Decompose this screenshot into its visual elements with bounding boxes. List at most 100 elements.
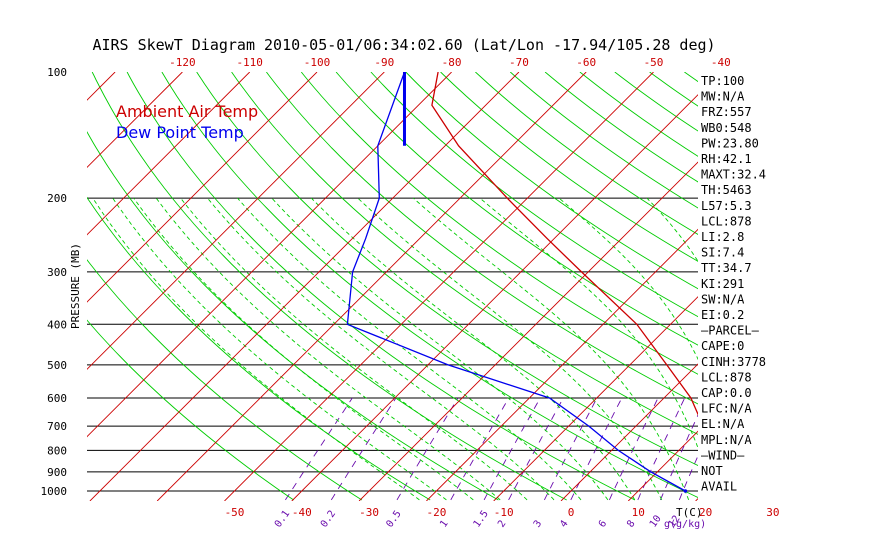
dry-adiabat-line — [544, 72, 698, 183]
index-item: EL:N/A — [701, 417, 745, 431]
dry-adiabat-line — [87, 131, 499, 501]
top-temp-tick-label: -50 — [644, 56, 664, 69]
pressure-tick-label: 500 — [47, 359, 67, 372]
mixing-ratio-line — [570, 397, 623, 501]
top-temp-tick-label: -90 — [374, 56, 394, 69]
pressure-tick-label: 100 — [47, 66, 67, 79]
moist-adiabat-line — [112, 197, 447, 501]
pressure-tick-label: 600 — [47, 392, 67, 405]
bottom-temp-tick-label: -10 — [494, 506, 514, 519]
isotherm-line — [156, 72, 587, 501]
dry-adiabat-line — [231, 72, 698, 435]
top-temp-tick-label: -80 — [442, 56, 462, 69]
bottom-temp-tick-label: 0 — [568, 506, 575, 519]
index-item: EI:0.2 — [701, 308, 744, 322]
moist-adiabat-line — [207, 197, 555, 501]
pressure-tick-label: 1000 — [41, 485, 68, 498]
index-item: —WIND— — [701, 448, 745, 462]
bottom-temp-tick-label: 20 — [699, 506, 712, 519]
index-item: WB0:548 — [701, 121, 752, 135]
pressure-tick-label: 700 — [47, 420, 67, 433]
mixing-ratio-line — [543, 397, 598, 501]
moist-adiabat-line — [155, 197, 501, 501]
dry-adiabat-line — [87, 319, 294, 501]
temperature-trace — [431, 72, 698, 416]
index-item: MPL:N/A — [701, 433, 752, 447]
dry-adiabat-line — [196, 72, 698, 467]
mixing-ratio-lines — [285, 397, 698, 501]
moist-adiabat-line — [413, 197, 690, 501]
pressure-tick-label: 300 — [47, 266, 67, 279]
mixing-ratio-tick-label: 1 — [438, 518, 450, 529]
mixing-ratio-line — [330, 397, 397, 501]
sounding-traces — [346, 72, 698, 493]
moist-adiabat-line — [310, 197, 636, 501]
chart-title: AIRS SkewT Diagram 2010-05-01/06:34:02.6… — [92, 36, 715, 54]
moist-adiabat-line — [271, 197, 609, 501]
dry-adiabat-line — [475, 72, 698, 235]
top-temp-tick-label: -40 — [711, 56, 731, 69]
index-item: LCL:878 — [701, 370, 752, 384]
isobar-lines — [87, 197, 698, 492]
index-item: CAP:0.0 — [701, 386, 752, 400]
dewpoint-trace — [346, 72, 686, 492]
index-item: TP:100 — [701, 74, 744, 88]
mixing-ratio-tick-label: 8 — [625, 518, 637, 529]
isotherm-line — [493, 296, 698, 501]
isotherm-line — [87, 72, 385, 370]
top-temp-tick-label: -110 — [236, 56, 263, 69]
isotherm-line — [89, 72, 520, 501]
mixing-ratio-line — [508, 397, 564, 501]
isotherm-line — [87, 72, 318, 303]
pressure-tick-label: 400 — [47, 318, 67, 331]
index-item: KI:291 — [701, 277, 744, 291]
dry-adiabat-line — [510, 72, 698, 209]
isotherm-line — [426, 228, 698, 501]
pressure-tick-label: 800 — [47, 444, 67, 457]
isotherm-line — [87, 72, 452, 438]
bottom-temp-tick-label: -30 — [359, 506, 379, 519]
mixing-ratio-line — [608, 397, 659, 501]
dry-adiabat-line — [370, 72, 698, 318]
mixing-ratio-tick-label: 3 — [532, 518, 544, 529]
isotherm-line — [224, 72, 654, 501]
moist-adiabat-lines — [92, 197, 698, 501]
index-item: CINH:3778 — [701, 355, 766, 369]
index-item: MW:N/A — [701, 90, 745, 104]
index-item: SI:7.4 — [701, 246, 744, 260]
index-item: CAPE:0 — [701, 339, 744, 353]
bottom-temp-tick-label: -20 — [426, 506, 446, 519]
mixing-ratio-tick-label: 2 — [496, 518, 508, 529]
mixing-ratio-line — [659, 413, 698, 501]
y-axis-label: PRESSURE (MB) — [69, 243, 82, 329]
dewpoint-surface-point — [683, 489, 688, 493]
mixing-ratio-line — [483, 397, 541, 501]
legend-temp-label: Ambient Air Temp — [116, 102, 258, 121]
isotherm-line — [560, 363, 698, 501]
index-item: TT:34.7 — [701, 261, 752, 275]
bottom-temp-tick-label: -40 — [292, 506, 312, 519]
dry-adiabat-line — [300, 72, 698, 375]
top-temp-tick-label: -60 — [576, 56, 596, 69]
dry-adiabat-line — [87, 259, 363, 501]
moist-adiabat-line — [479, 197, 698, 450]
index-item: —PARCEL— — [701, 324, 760, 338]
mixing-ratio-line — [678, 454, 698, 501]
index-item: LCL:878 — [701, 214, 752, 228]
bottom-temp-tick-label: -50 — [225, 506, 245, 519]
index-item: AVAIL — [701, 480, 737, 494]
legend-dew-label: Dew Point Temp — [116, 123, 244, 142]
moist-adiabat-line — [133, 197, 474, 501]
mixing-ratio-line — [637, 397, 686, 501]
isotherm-line — [291, 94, 698, 501]
index-item: LFC:N/A — [701, 402, 752, 416]
moist-adiabat-line — [357, 197, 663, 501]
moist-adiabat-line — [237, 197, 582, 501]
dry-adiabat-line — [91, 72, 567, 501]
mixing-ratio-tick-label: 6 — [597, 518, 609, 529]
isotherm-line — [358, 161, 698, 501]
top-temp-tick-label: -120 — [169, 56, 196, 69]
mixing-ratio-tick-label: 4 — [558, 518, 570, 529]
